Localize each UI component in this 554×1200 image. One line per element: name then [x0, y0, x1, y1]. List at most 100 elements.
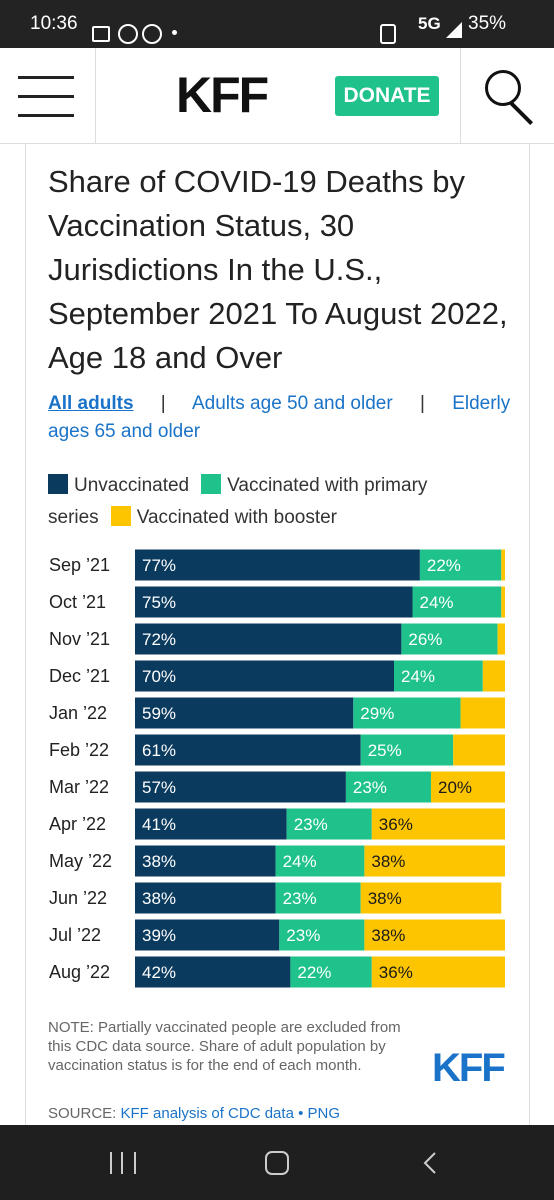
value-label: 36% — [379, 963, 413, 982]
legend-swatch — [201, 474, 222, 494]
home-button[interactable] — [265, 1151, 289, 1175]
source-label: SOURCE: — [48, 1105, 117, 1122]
value-label: 22% — [297, 963, 331, 982]
y-tick-label: Mar ’22 — [49, 777, 109, 797]
menu-button[interactable] — [0, 48, 96, 143]
bar-segment — [279, 919, 365, 951]
legend-label: Unvaccinated — [74, 475, 190, 496]
bar-segment — [371, 808, 505, 840]
y-tick-label: Feb ’22 — [49, 740, 109, 760]
y-tick-label: Aug ’22 — [49, 962, 110, 982]
value-label: 38% — [371, 852, 405, 871]
y-tick-label: Nov ’21 — [49, 629, 110, 649]
gallery-icon — [92, 26, 110, 42]
chart-card — [25, 143, 530, 1125]
bar-segment — [501, 549, 505, 581]
bar-segment — [394, 660, 483, 692]
bar-segment — [135, 808, 287, 840]
recents-button[interactable] — [110, 1152, 136, 1174]
value-label: 38% — [371, 926, 405, 945]
bar-segment — [360, 882, 502, 914]
value-label: 57% — [142, 778, 176, 797]
value-label: 38% — [368, 889, 402, 908]
bar-segment — [275, 845, 365, 877]
tab-separator: | — [160, 393, 166, 414]
bar-segment — [135, 956, 291, 988]
chrome-icon — [142, 24, 162, 44]
y-tick-label: Oct ’21 — [49, 592, 106, 612]
signal-icon — [446, 22, 462, 38]
search-button[interactable] — [460, 48, 554, 143]
value-label: 38% — [142, 852, 176, 871]
bar-segment — [353, 697, 461, 729]
tab[interactable]: Elderly ages 65 and older — [48, 393, 511, 442]
bar-segment — [364, 919, 505, 951]
value-label: 72% — [142, 630, 176, 649]
tab[interactable]: All adults — [48, 393, 134, 414]
bar-segment — [501, 586, 505, 618]
tab-separator: | — [419, 393, 425, 414]
clock: 10:36 — [30, 13, 78, 34]
y-tick-label: Sep ’21 — [49, 555, 110, 575]
bar-segment — [497, 623, 505, 655]
bar-segment — [135, 697, 354, 729]
alarm-icon — [380, 24, 396, 44]
bar-segment — [412, 586, 502, 618]
dot — [172, 30, 177, 35]
value-label: 24% — [283, 852, 317, 871]
source: SOURCE: KFF analysis of CDC data • PNG — [48, 1105, 340, 1122]
back-button[interactable] — [422, 1151, 438, 1175]
donate-button[interactable]: DONATE — [335, 76, 439, 116]
bar-segment — [135, 882, 276, 914]
y-tick-label: Apr ’22 — [49, 814, 106, 834]
chart-title: Share of COVID-19 Deaths by Vaccination … — [48, 164, 508, 375]
bar-segment — [371, 956, 505, 988]
value-label: 24% — [401, 667, 435, 686]
png-link[interactable]: PNG — [307, 1105, 341, 1122]
value-label: 29% — [360, 704, 394, 723]
source-link[interactable]: KFF analysis of CDC data — [120, 1105, 294, 1122]
tab[interactable]: Adults age 50 and older — [191, 393, 393, 414]
bar-segment — [135, 549, 420, 581]
tabs: All adults | Adults age 50 and older | E… — [48, 390, 518, 446]
legend-label: Vaccinated with booster — [136, 507, 338, 528]
network: 5G — [418, 14, 441, 33]
footer-logo: KFF — [432, 1046, 506, 1090]
bar-segment — [135, 660, 394, 692]
legend-swatch — [48, 474, 68, 494]
note: NOTE: Partially vaccinated people are ex… — [48, 1019, 401, 1074]
y-tick-label: Dec ’21 — [49, 666, 110, 686]
value-label: 61% — [142, 741, 176, 760]
value-label: 24% — [420, 593, 454, 612]
bar-segment — [275, 882, 361, 914]
bar-segment — [135, 734, 361, 766]
legend-item: Vaccinated with booster — [110, 506, 338, 528]
bar-segment — [345, 771, 431, 803]
y-tick-label: Jun ’22 — [49, 888, 107, 908]
app-icon — [118, 24, 138, 44]
value-label: 25% — [368, 741, 402, 760]
nav-bar — [0, 1125, 554, 1200]
bar-segment — [431, 771, 505, 803]
value-label: 75% — [142, 593, 176, 612]
separator: • — [298, 1105, 304, 1122]
bar-segment — [453, 734, 505, 766]
legend-swatch — [110, 506, 131, 526]
bar-segment — [286, 808, 372, 840]
value-label: 23% — [286, 926, 320, 945]
value-label: 23% — [353, 778, 387, 797]
bar-segment — [135, 586, 413, 618]
y-tick-label: May ’22 — [49, 851, 112, 871]
y-tick-label: Jan ’22 — [49, 703, 107, 723]
legend: Unvaccinated Vaccinated with primary seri… — [48, 470, 488, 534]
legend-item: Vaccinated with primary series — [48, 474, 427, 528]
bar-segment — [360, 734, 454, 766]
value-label: 70% — [142, 667, 176, 686]
logo[interactable]: KFF — [176, 67, 269, 123]
value-label: 39% — [142, 926, 176, 945]
bar-segment — [401, 623, 498, 655]
bar-segment — [419, 549, 502, 581]
value-label: 36% — [379, 815, 413, 834]
chart: Sep ’21 77% 22% Oct ’21 75% 24% Nov ’21 72% 26% D… — [49, 549, 505, 988]
